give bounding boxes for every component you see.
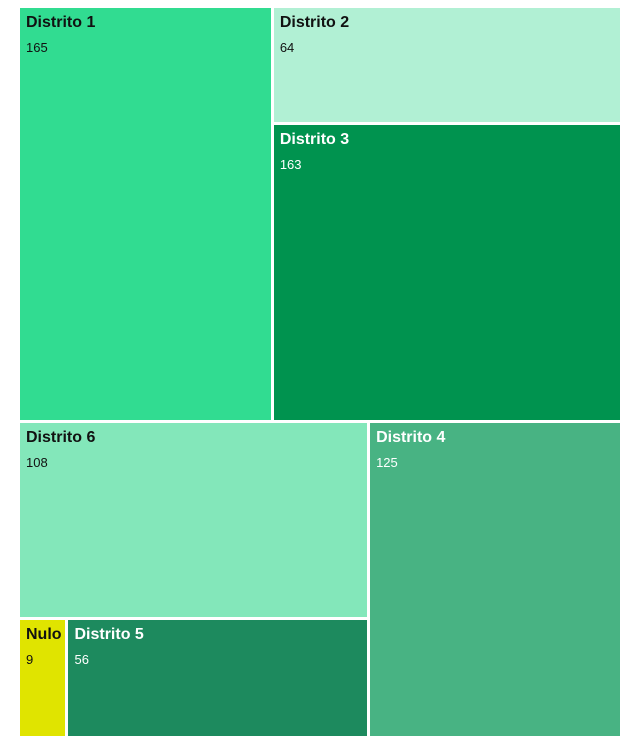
tile-label: Nulo [26, 626, 62, 644]
tile-label: Distrito 6 [26, 429, 96, 447]
tile-value: 163 [279, 157, 302, 173]
tile-distrito-3[interactable]: Distrito 3 163 [273, 125, 623, 424]
tile-distrito-5[interactable]: Distrito 5 56 [68, 620, 371, 739]
tile-value: 165 [26, 40, 48, 55]
tile-value: 64 [279, 40, 295, 55]
tile-distrito-4[interactable]: Distrito 4 125 [370, 423, 623, 739]
tile-label: Distrito 1 [26, 14, 96, 31]
tile-distrito-6[interactable]: Distrito 6 108 [20, 423, 371, 621]
tile-value: 9 [26, 652, 34, 668]
tile-label: Distrito 3 [279, 131, 350, 149]
tile-distrito-2[interactable]: Distrito 2 64 [273, 8, 623, 126]
tile-nulo[interactable]: Nulo 9 [20, 620, 69, 739]
tile-label: Distrito 5 [74, 626, 144, 644]
tile-value: 108 [26, 455, 48, 471]
tile-distrito-1[interactable]: Distrito 1 165 [20, 8, 274, 424]
tile-value: 56 [74, 652, 89, 668]
tile-label: Distrito 2 [279, 14, 350, 31]
tile-value: 125 [376, 455, 398, 471]
treemap-chart: Distrito 1 165 Distrito 2 64 Distrito 3 163 Di… [20, 8, 623, 739]
tile-label: Distrito 4 [376, 429, 446, 447]
